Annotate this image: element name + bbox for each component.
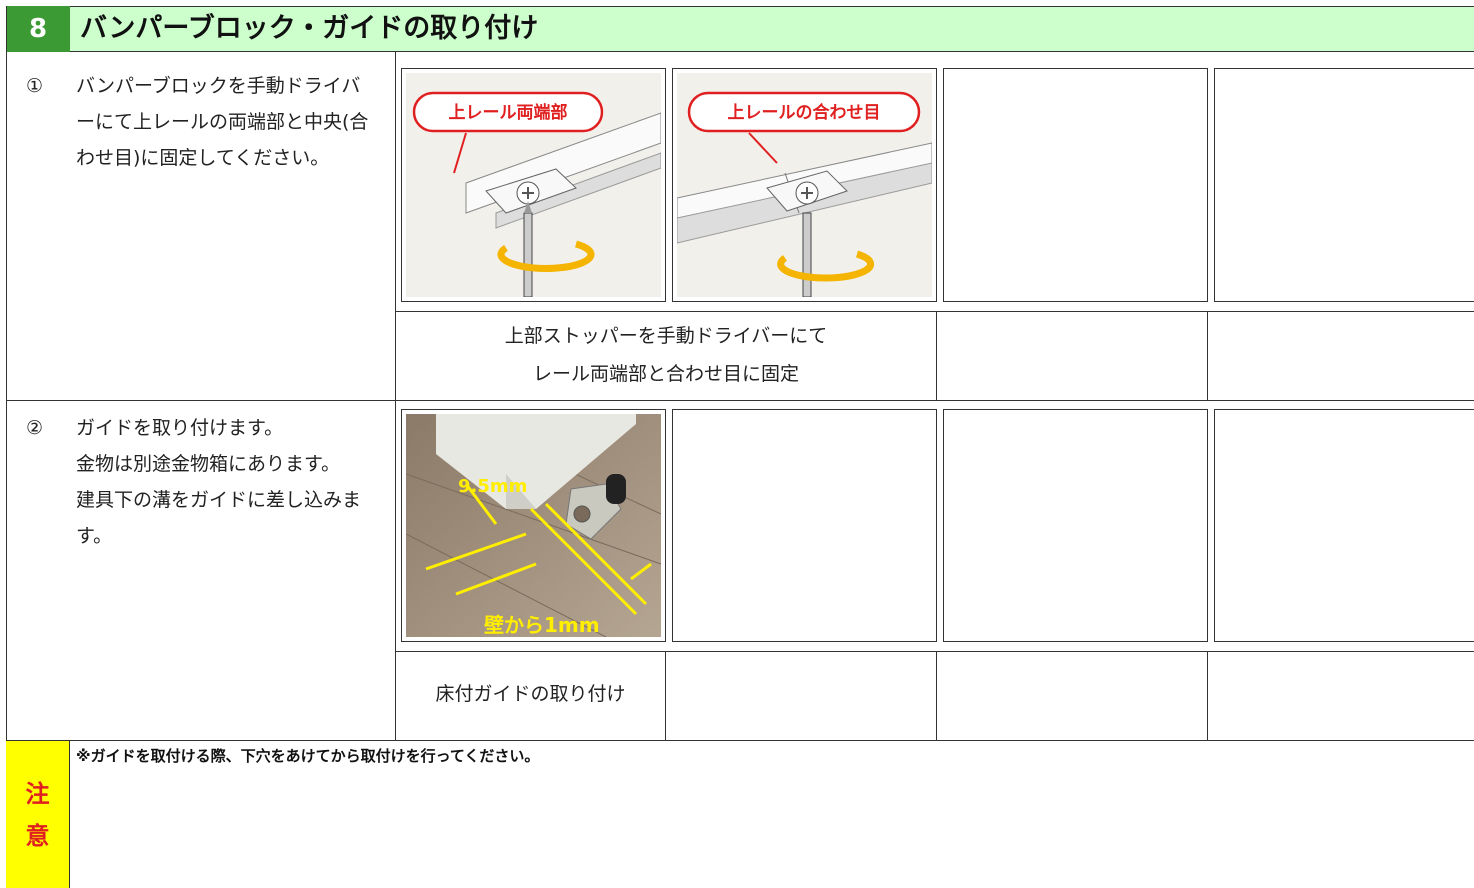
image-label: 壁から1mm [484,613,600,637]
image-cell [1214,409,1474,642]
image-cell [1214,68,1474,302]
image-cell [672,409,937,642]
step-text: ガイドを取り付けます。 金物は別途金物箱にあります。 建具下の溝をガイドに差し込… [76,417,362,547]
note-label: 注意 [25,779,50,850]
note-text: ※ガイドを取付ける際、下穴をあけてから取付けを行ってください。 [76,747,540,765]
image-cell [943,409,1208,642]
image-cell [943,68,1208,302]
rail-image: 上レールの合わせ目 [677,73,932,297]
image-cell: 上レールの合わせ目 [672,68,937,302]
step-marker: ① [26,75,44,97]
section-number: 8 [6,6,70,52]
caption-line: 上部ストッパーを手動ドライバーにて [504,325,828,347]
border [1207,311,1208,400]
note-label-box: 注意 [6,741,70,888]
image-cell: 9.5mm 壁から1mm [401,409,666,642]
step-marker: ② [26,417,44,439]
border [395,52,396,740]
section-title: バンパーブロック・ガイドの取り付け [70,6,1474,52]
guide-photo: 9.5mm 壁から1mm [406,414,661,637]
border [395,311,1474,312]
border [936,651,937,740]
image-label: 上レールの合わせ目 [728,102,881,123]
border [6,6,7,888]
rail-image: 上レール両端部 [406,73,661,297]
border [6,400,1474,401]
border [1207,651,1208,740]
border [665,651,666,740]
border [936,311,937,400]
step-text: バンパーブロックを手動ドライバーにて上レールの両端部と中央(合わせ目)に固定して… [76,75,369,169]
border [6,740,1474,741]
image-cell: 上レール両端部 [401,68,666,302]
image-label: 上レール両端部 [449,102,568,123]
caption-line: レール両端部と合わせ目に固定 [532,363,799,385]
border [395,651,1474,652]
caption-line: 床付ガイドの取り付け [435,683,626,705]
image-label: 9.5mm [458,476,527,497]
